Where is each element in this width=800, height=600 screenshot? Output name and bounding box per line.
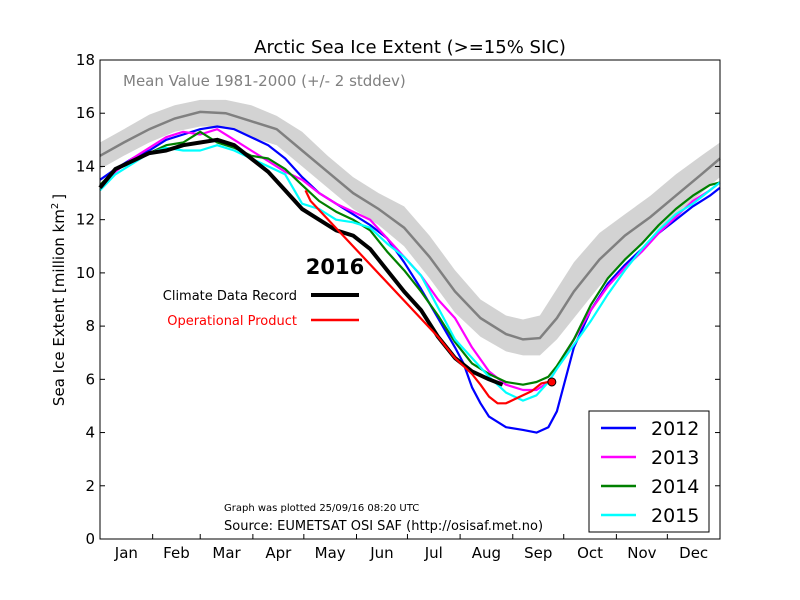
year-2016-label: 2016 [306, 255, 364, 279]
legend-2014-label: 2014 [651, 476, 699, 498]
x-tick-label: Feb [163, 544, 190, 562]
x-tick-label: May [315, 544, 346, 562]
y-ticks: 0 2 4 6 8 10 12 14 16 18 [76, 51, 720, 548]
legend-2015-label: 2015 [651, 505, 699, 527]
x-tick-label: Apr [265, 544, 292, 562]
year-legend-box [588, 410, 710, 533]
y-tick-label: 12 [76, 211, 95, 229]
series-line-2015 [99, 144, 721, 402]
y-tick-label: 18 [76, 51, 95, 69]
x-tick-label: Sep [524, 544, 552, 562]
series-line-2014 [99, 130, 721, 386]
y-tick-label: 8 [85, 317, 95, 335]
stddev-band [100, 99, 720, 356]
x-tick-label: Oct [577, 544, 603, 562]
x-tick-label: Dec [679, 544, 708, 562]
plot-frame [99, 59, 721, 540]
source-note: Source: EUMETSAT OSI SAF (http://osisaf.… [224, 519, 543, 534]
y-tick-label: 16 [76, 104, 95, 122]
mean-line [99, 110, 721, 341]
legend-operational-label: Operational Product [167, 314, 297, 329]
chart-title: Arctic Sea Ice Extent (>=15% SIC) [254, 37, 566, 58]
x-tick-label: Jul [424, 544, 443, 562]
plotted-note: Graph was plotted 25/09/16 08:20 UTC [224, 503, 419, 514]
y-axis-label: Sea Ice Extent [million km2] [50, 194, 68, 406]
y-tick-label: 0 [85, 530, 95, 548]
y-axis-label-main: Sea Ice Extent [million km [50, 209, 68, 406]
y-tick-label: 4 [85, 424, 95, 442]
series-line-2012 [99, 125, 721, 434]
y-tick-label: 10 [76, 264, 95, 282]
y-axis-label-superscript: 2 [50, 203, 61, 209]
y-axis-label-close: ] [50, 194, 68, 200]
x-tick-label: Nov [627, 544, 656, 562]
series-line-2016-operational [304, 189, 552, 405]
x-tick-label: Jan [114, 544, 138, 562]
mean-value-label: Mean Value 1981-2000 (+/- 2 stddev) [123, 72, 406, 90]
stddev-band-layer [99, 99, 721, 356]
x-tick-label: Mar [212, 544, 241, 562]
x-ticks: Jan Feb Mar Apr May Jun Jul Aug Sep Oct Nov Dec [99, 534, 721, 562]
x-tick-label: Jun [369, 544, 393, 562]
latest-value-marker [547, 377, 557, 387]
x-tick-label: Aug [472, 544, 501, 562]
year-legend: 2012 2013 2014 2015 [588, 410, 710, 533]
legend-cdr-label: Climate Data Record [163, 289, 297, 304]
y-tick-label: 6 [85, 370, 95, 388]
series-layer [98, 125, 721, 434]
y-tick-label: 14 [76, 157, 95, 175]
legend-2012-label: 2012 [651, 418, 699, 440]
legend-2013-label: 2013 [651, 447, 699, 469]
y-tick-label: 2 [85, 477, 95, 495]
